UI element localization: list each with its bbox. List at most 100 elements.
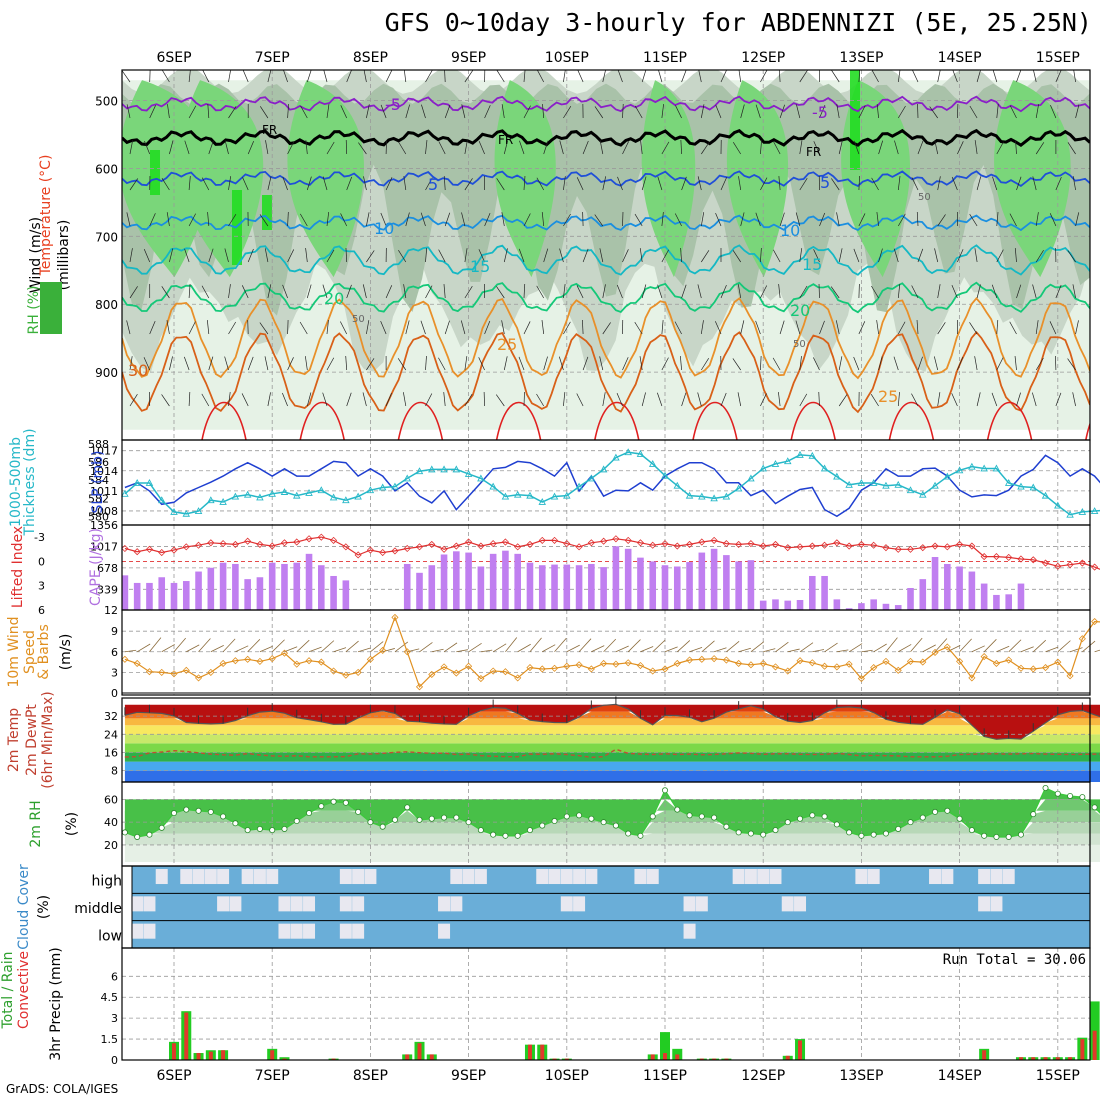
cape-tick-label: 1356 [90,519,118,532]
li-marker [194,541,203,549]
wind-barb [700,320,704,335]
li-marker [1041,559,1050,567]
precip-convective-bar [417,1043,422,1060]
rh-marker [747,830,754,837]
wind-barb [641,284,647,299]
li-marker [465,538,473,546]
speed-marker [526,664,534,672]
wind-barb [558,356,564,371]
cape-bar [980,583,988,610]
wind-barb [969,213,978,227]
wind-barb [366,358,375,371]
wind-barb [934,638,948,653]
li-marker [133,548,141,556]
thickness-marker [845,480,853,488]
rh-marker [342,799,349,806]
wind-barb [398,249,407,263]
cloud-cell [929,869,942,885]
cape-bar [158,577,166,610]
wind-barb [951,176,958,191]
temp-tick-label: 8 [111,765,118,778]
wind-barb [208,356,214,371]
precip-convective-bar [331,1058,336,1060]
wind-barb [760,285,768,299]
wind-barb [188,105,197,119]
isotherm-35 [986,401,1033,440]
wind-barb [425,70,433,83]
wind-barb [661,357,669,371]
rh-saturated-patch [150,150,160,195]
cloud-cell [978,896,991,912]
cloud-cell [757,869,770,885]
precip-convective-bar [172,1043,176,1060]
panel-ylabel: Thickness (dm) [22,428,38,536]
li-marker [1017,555,1025,563]
thickness-marker [673,481,682,489]
wind-barb [345,248,348,263]
panel-frame-slp_thickness [121,439,1091,526]
li-marker [293,538,301,546]
wind-barb [599,140,604,155]
cape-bar [723,555,730,610]
li-marker [1091,563,1099,571]
rh-marker [944,807,951,814]
wind-barb [689,646,703,653]
contour-label: 50 [793,339,806,350]
wind-barb [836,212,840,227]
cloud-cell [143,923,156,939]
wind-barb [641,70,647,83]
speed-marker [710,655,718,663]
wind-barb [873,643,887,653]
wind-barb [403,392,407,407]
wind-barb [444,104,451,119]
rh-marker [625,830,632,837]
wind-barb [456,649,468,653]
li-marker [882,544,890,552]
wind-barb [1016,70,1022,83]
li-marker [563,540,571,548]
rh-marker [576,812,583,819]
cape-bar [563,564,571,610]
wind-barb [773,249,781,263]
rh-marker [846,829,853,836]
wind-barb [779,212,785,227]
thickness-marker [612,453,620,461]
thickness-marker [575,482,583,490]
speed-marker [501,668,509,676]
wind-barb [885,637,898,653]
wind-barb [1016,176,1022,191]
date-tick-top: 9SEP [451,50,486,66]
rh-marker [981,832,988,839]
thickness-marker [833,472,841,480]
precip-convective-bar [1055,1057,1060,1060]
wind-barb [358,647,371,653]
wind-barb [732,358,741,371]
wind-barb [241,393,249,407]
wind-barb [947,645,961,653]
cape-bar [673,566,681,610]
contour-label: 50 [352,314,365,325]
cape-bar [686,562,693,610]
li-marker [1005,553,1013,561]
li-tick-label: 6 [38,604,45,617]
li-marker [379,548,387,557]
wind-barb [772,357,781,371]
wind-barb [461,104,466,119]
wind-barb [996,104,999,119]
date-tick-bottom: 11SEP [643,1068,687,1084]
wind-barb [271,639,285,653]
cape-bar [747,560,755,610]
wind-barb [563,176,566,191]
wind-barb [444,212,451,227]
cape-bar [244,579,251,610]
thickness-marker [354,492,362,500]
wind-barb [484,212,491,227]
wind-barb [563,321,571,335]
precip-convective-bar [221,1050,226,1060]
panel-ylabel: 2m Temp [6,708,22,772]
wind-barb [559,248,564,263]
speed-marker [735,659,743,668]
cloud-cell [303,896,316,912]
contour-label: 15 [802,255,822,274]
wind-barb [657,176,663,191]
